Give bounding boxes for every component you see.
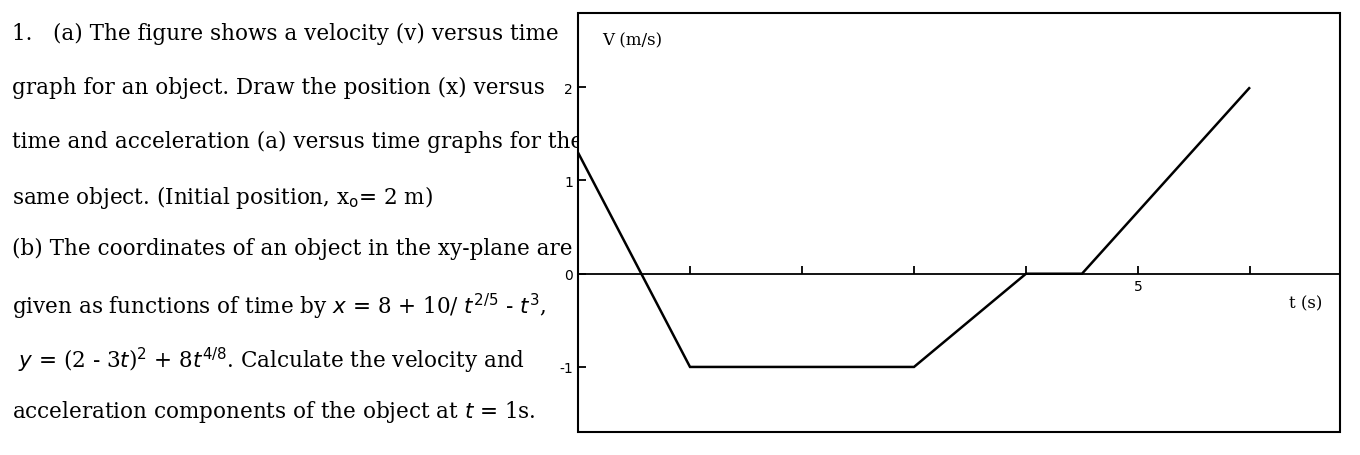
- Text: (b) The coordinates of an object in the xy-plane are: (b) The coordinates of an object in the …: [12, 238, 573, 259]
- Text: graph for an object. Draw the position (x) versus: graph for an object. Draw the position (…: [12, 76, 544, 98]
- Text: $y$ = (2 - 3$t$)$^2$ + 8$t^{4/8}$. Calculate the velocity and: $y$ = (2 - 3$t$)$^2$ + 8$t^{4/8}$. Calcu…: [12, 345, 525, 375]
- Text: t (s): t (s): [1289, 294, 1322, 312]
- Text: acceleration components of the object at $t$ = 1s.: acceleration components of the object at…: [12, 399, 536, 425]
- Text: given as functions of time by $x$ = 8 + 10/ $t^{2/5}$ - $t^3$,: given as functions of time by $x$ = 8 + …: [12, 291, 545, 321]
- Text: 1.   (a) The figure shows a velocity (v) versus time: 1. (a) The figure shows a velocity (v) v…: [12, 23, 559, 45]
- Text: V (m/s): V (m/s): [602, 32, 662, 49]
- Text: same object. (Initial position, x$_{\mathsf{o}}$= 2 m): same object. (Initial position, x$_{\mat…: [12, 184, 432, 211]
- Bar: [578, 14, 1340, 432]
- Text: time and acceleration (a) versus time graphs for the: time and acceleration (a) versus time gr…: [12, 130, 583, 152]
